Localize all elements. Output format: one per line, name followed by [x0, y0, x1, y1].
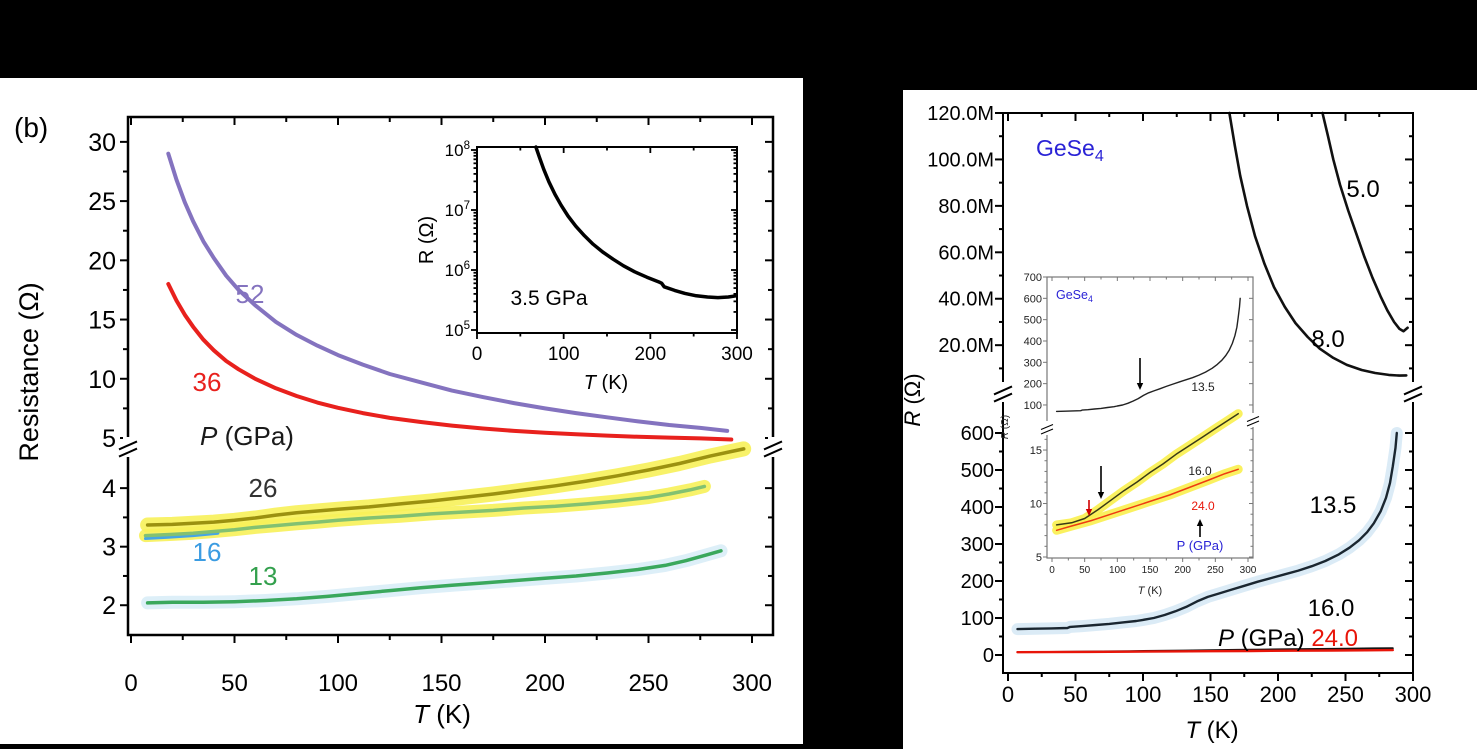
left-panel-background: [0, 78, 803, 744]
panel-b-label: (b): [14, 112, 49, 143]
right-panel-background: [903, 90, 1477, 749]
